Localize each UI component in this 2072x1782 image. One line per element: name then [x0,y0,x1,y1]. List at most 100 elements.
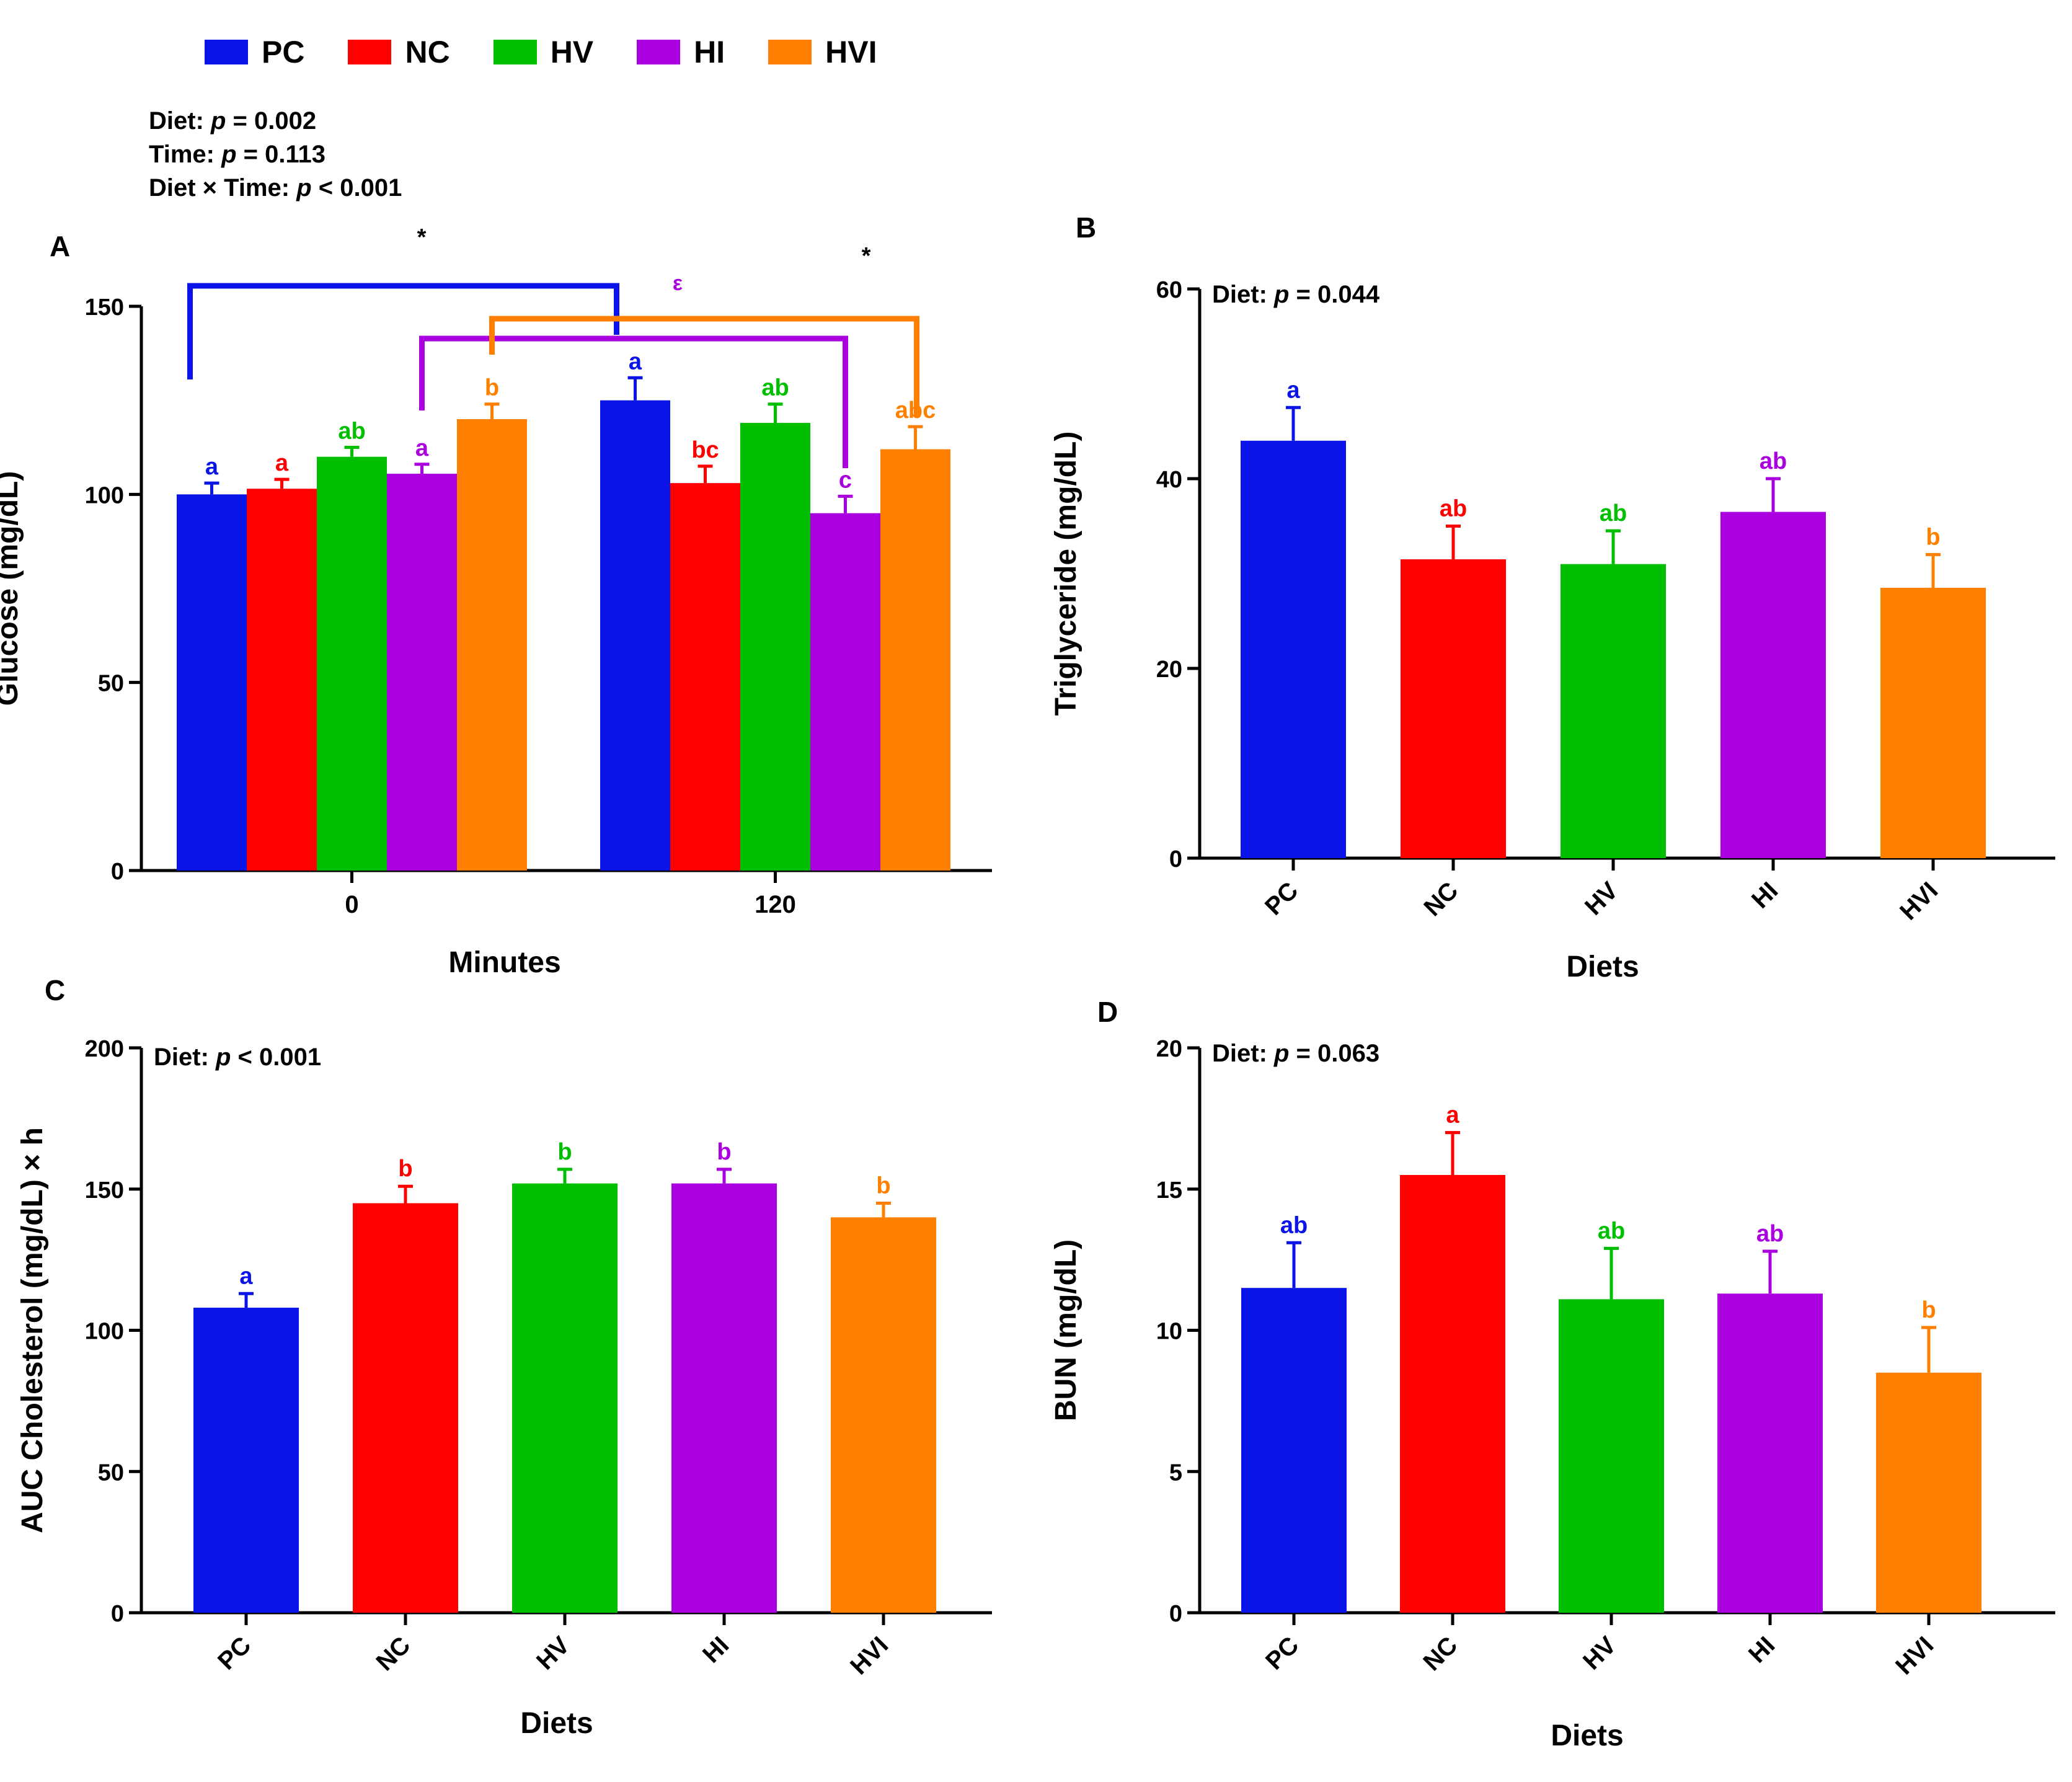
bar-hi [1720,512,1826,858]
error-bar-pc [1286,406,1301,441]
bar-nc-120 [670,483,740,871]
significance-letter: a [415,435,429,461]
significance-letter: b [1921,1297,1936,1323]
x-tick-label: HV [531,1631,575,1675]
y-axis-title: AUC Cholesterol (mg/dL) × h [16,1127,49,1533]
bracket-pc [187,283,619,379]
y-tick-label: 60 [1156,277,1182,303]
panel-letter-b: B [1076,211,1097,244]
stat-value: = 0.044 [1289,281,1379,308]
error-bar-hi-120 [838,494,853,513]
y-tick-label: 0 [1169,1601,1182,1627]
significance-letter: b [485,375,499,401]
y-axis-title: Glucose (mg/dL) [0,471,24,706]
bar-hvi [831,1217,936,1613]
error-bar-nc-0 [274,477,290,489]
significance-letter: ab [1600,500,1627,526]
error-bar-nc [1446,525,1461,560]
legend-item-hvi: HVI [768,34,877,70]
stat-prefix: Diet: [154,1044,216,1071]
panel-letter-a: A [50,230,71,262]
y-tick-label: 0 [1169,846,1182,872]
error-bar-pc-0 [204,481,219,495]
error-bar-hv [1606,529,1621,564]
y-tick-label: 100 [85,482,124,508]
stat-p: p [1273,281,1289,308]
significance-letter: ab [1756,1221,1784,1247]
stat-interaction-prefix: Diet × Time: [149,174,297,202]
legend-swatch-hvi [768,40,812,64]
y-tick-label: 50 [98,671,124,697]
legend-label-pc: PC [262,35,305,69]
y-axis-b: 0 20 40 60 Triglyceride (mg/dL) [1050,277,1202,872]
x-axis-title: Minutes [448,946,560,979]
significance-letter: b [876,1173,890,1199]
stat-diet-p: p [211,107,226,135]
error-bar-pc [1286,1241,1301,1288]
legend-swatch-nc [348,40,392,64]
legend-item-pc: PC [205,34,304,70]
bracket-hi [419,335,848,468]
bar-nc [1401,559,1506,858]
bar-nc [1400,1174,1505,1613]
stat-diet-value: = 0.002 [226,107,317,135]
y-tick-label: 20 [1156,657,1182,683]
error-bar-pc-120 [627,376,643,401]
bar-hvi-0 [457,419,527,871]
bar-pc-120 [600,400,670,871]
error-bar-hvi-120 [908,425,923,450]
error-bar-hvi [1921,1326,1936,1373]
bar-nc-0 [247,489,317,871]
legend-swatch-pc [205,40,248,64]
legend-label-hvi: HVI [825,35,877,69]
significance-letter: b [398,1156,412,1182]
x-tick-label: HVI [1895,877,1943,925]
x-tick-label: HI [1747,877,1783,913]
legend-item-hi: HI [637,34,725,70]
stat-p: p [215,1044,231,1071]
bar-hv-0 [317,456,387,871]
y-tick-label: 0 [111,1601,124,1627]
error-bar-hv-0 [344,446,360,457]
y-tick-label: 40 [1156,467,1182,493]
stat-p: p [1273,1040,1289,1067]
bar-hv [1561,564,1666,858]
bar-hi [671,1183,777,1613]
legend-label-nc: NC [405,35,450,69]
significance-letter: a [275,450,289,476]
error-bar-nc [398,1184,413,1204]
x-axis-title: Diets [520,1707,593,1740]
legend-item-hv: HV [493,34,593,70]
y-tick-label: 15 [1156,1177,1182,1204]
x-tick-label: PC [213,1631,256,1675]
significance-letter: ab [1760,448,1787,474]
x-tick-label: HI [1743,1631,1780,1668]
error-bar-hi [1763,1249,1778,1294]
y-tick-label: 5 [1169,1460,1182,1486]
bar-hi [1717,1293,1823,1613]
stat-line-interaction: Diet × Time: p < 0.001 [149,171,402,205]
stat-prefix: Diet: [1212,1040,1274,1067]
significance-letter: a [239,1263,253,1289]
stat-diet-prefix: Diet: [149,107,211,135]
stat-line-d: Diet: p = 0.063 [1212,1040,1379,1067]
y-axis-a: 0 50 100 150 Glucose (mg/dL) [0,295,143,885]
x-tick-label: 0 [345,891,358,918]
significance-letter: b [717,1139,731,1165]
significance-letter: b [557,1139,572,1165]
error-bar-nc-120 [697,464,713,484]
significance-letter: bc [691,437,719,463]
x-tick-label: 120 [755,891,796,918]
error-bar-hv [557,1168,572,1184]
x-tick-label: HI [697,1631,734,1668]
legend-swatch-hi [637,40,681,64]
x-tick-label: NC [1418,1631,1463,1676]
error-bar-hvi-0 [484,402,500,419]
annotation-epsilon: ε [673,272,683,295]
bar-pc-0 [177,494,247,871]
x-tick-label: HV [1580,877,1624,921]
legend-item-nc: NC [348,34,450,70]
bar-hvi [1880,587,1986,858]
error-bar-hvi [1926,552,1941,588]
bar-pc [1241,1288,1347,1613]
